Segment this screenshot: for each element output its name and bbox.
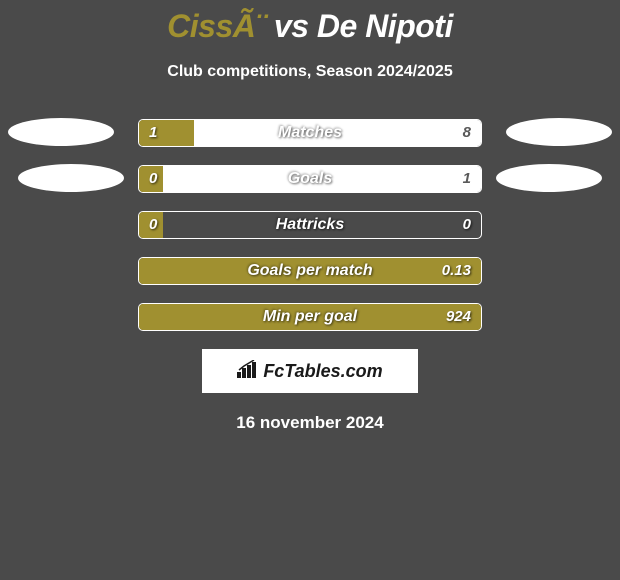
- stat-value-left: 0: [149, 170, 157, 187]
- stat-label: Min per goal: [139, 308, 481, 326]
- stat-row: Matches1 8: [138, 119, 482, 147]
- player-a-name: CissÃ¨: [167, 8, 265, 44]
- stat-value-right: 8: [463, 124, 471, 141]
- stat-label: Matches: [139, 124, 481, 142]
- decorative-ellipse: [506, 118, 612, 146]
- stat-row: Goals per match0.13: [138, 257, 482, 285]
- stat-row: Goals0 1: [138, 165, 482, 193]
- stat-label: Hattricks: [139, 216, 481, 234]
- logo-text: FcTables.com: [237, 360, 382, 383]
- stat-value-left: 1: [149, 124, 157, 141]
- stat-value-right: 0.13: [442, 262, 471, 279]
- stats-container: Matches18Goals01Hattricks00Goals per mat…: [0, 119, 620, 433]
- chart-icon: [237, 360, 259, 383]
- stat-value-left: 0: [149, 216, 157, 233]
- player-b-name: De Nipoti: [317, 8, 453, 44]
- logo-box: FcTables.com: [202, 349, 418, 393]
- decorative-ellipse: [496, 164, 602, 192]
- subtitle: Club competitions, Season 2024/2025: [0, 63, 620, 81]
- stat-row: Hattricks0 0: [138, 211, 482, 239]
- stat-value-right: 1: [463, 170, 471, 187]
- decorative-ellipse: [18, 164, 124, 192]
- stat-label: Goals: [139, 170, 481, 188]
- stat-row: Min per goal924: [138, 303, 482, 331]
- stat-value-right: 924: [446, 308, 471, 325]
- stat-value-right: 0: [463, 216, 471, 233]
- logo-label: FcTables.com: [263, 361, 382, 382]
- vs-text: vs: [266, 8, 317, 44]
- comparison-title: CissÃ¨ vs De Nipoti: [0, 0, 620, 45]
- stat-label: Goals per match: [139, 262, 481, 280]
- decorative-ellipse: [8, 118, 114, 146]
- date-text: 16 november 2024: [0, 413, 620, 433]
